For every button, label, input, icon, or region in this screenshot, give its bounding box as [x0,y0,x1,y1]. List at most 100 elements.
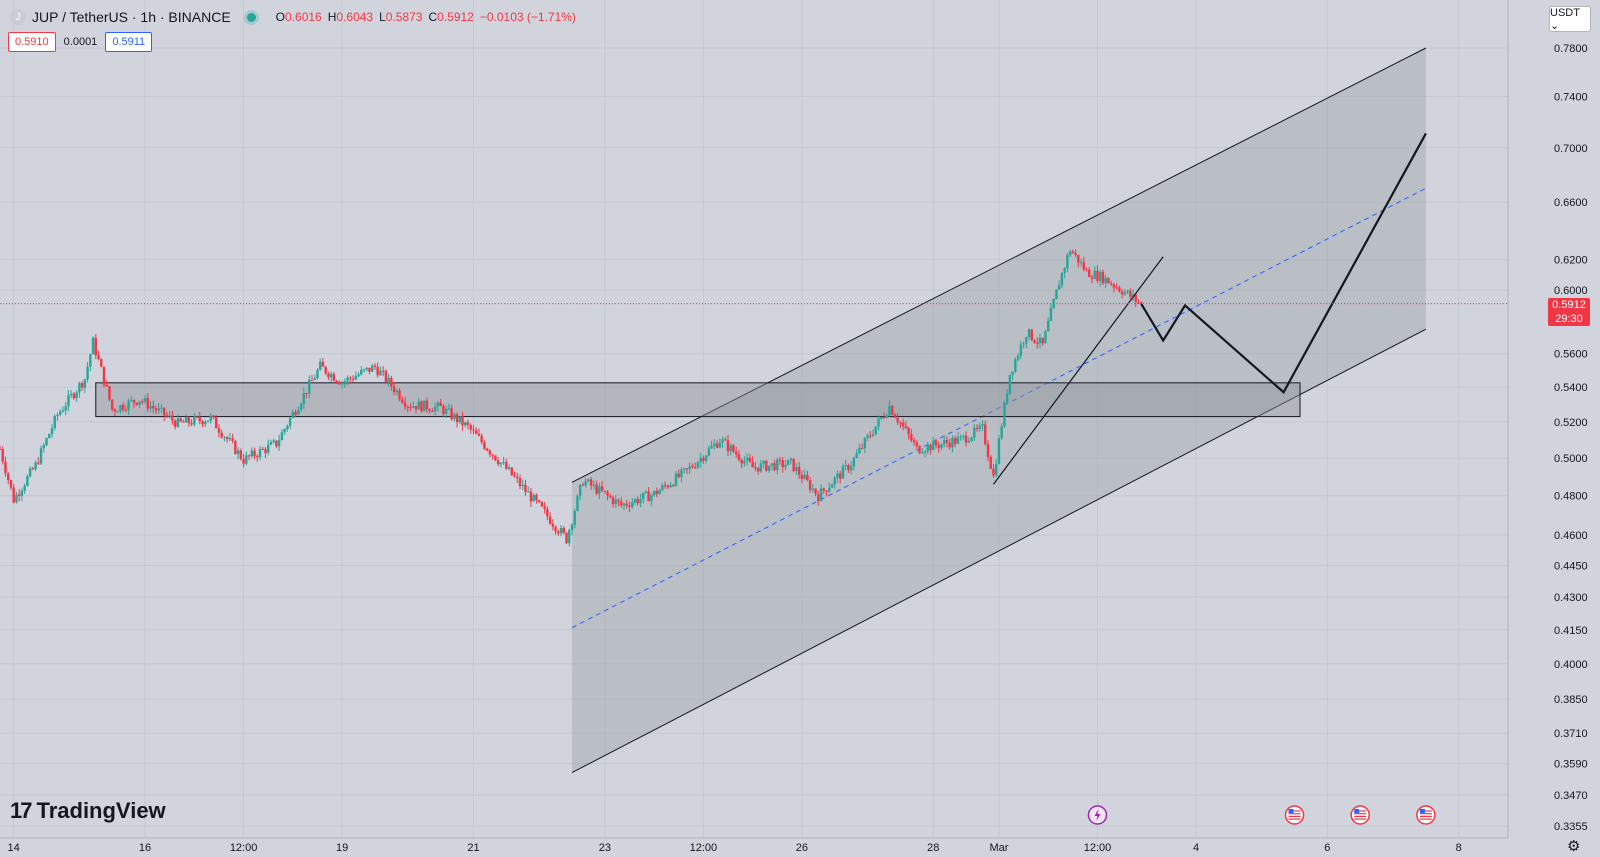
candle-body [507,467,511,469]
candle-body [948,442,951,448]
market-status-icon[interactable] [246,12,256,22]
candle-body [283,428,286,433]
candle [633,497,637,506]
candle [836,470,839,483]
candle-body [308,379,311,394]
candle-body [160,407,163,409]
sell-price-button[interactable]: 0.5910 [8,32,56,52]
candle-body [713,443,716,446]
us-flag-icon [1350,805,1370,825]
candle-body [436,402,440,407]
candle-body [357,374,360,377]
candle-body [319,361,322,370]
candle-body [849,466,853,471]
candle-body [48,434,51,439]
candle-body [450,408,453,420]
candle-body [874,426,877,435]
candle [319,358,322,371]
candle-body [329,374,333,378]
open-label: O [275,10,286,24]
candle [212,415,215,420]
candle-body [704,455,708,461]
candle-body [149,406,152,409]
candle [1025,336,1028,349]
candle-body [420,401,423,412]
candle [866,433,869,442]
candle [491,453,494,460]
currency-select[interactable]: USDT ⌄ [1549,6,1591,32]
candle-body [146,398,149,409]
buy-price-button[interactable]: 0.5911 [105,32,153,52]
tradingview-logo[interactable]: 17 TradingView [10,798,166,824]
candle [631,498,634,510]
candle [855,449,858,459]
candle [9,479,13,491]
candle [806,470,809,482]
candle [858,443,861,455]
candle [423,400,426,412]
candle-body [631,502,634,507]
candle [896,413,899,426]
candle-body [392,386,396,393]
candle [524,479,527,496]
candle [565,532,568,545]
candle [521,479,524,491]
candle-body [335,380,338,383]
candle [461,411,464,431]
candle [666,484,669,490]
candle-body [217,428,221,433]
candle-body [401,399,404,403]
candle-body [124,409,128,411]
current-price-value: 0.5912 [1552,299,1586,311]
candle [406,405,409,413]
candle-body [584,481,587,486]
candle-body [710,445,713,449]
candle [997,434,1001,465]
candle [329,371,333,383]
candle [351,375,355,383]
candle-body [592,484,596,486]
candle [516,472,519,483]
candle [111,399,114,412]
candle-body [940,443,943,448]
candle [781,456,784,473]
support-zone [95,382,1301,418]
candle [767,465,771,473]
settings-gear-icon[interactable]: ⚙ [1567,838,1581,855]
candle [893,412,897,419]
candle-body [130,399,133,401]
candle-body [844,464,847,467]
low-value: 0.5873 [385,10,423,24]
candle [362,368,366,373]
candle-body [527,491,530,493]
candle [1041,337,1044,346]
candle-body [494,455,497,461]
candle [800,470,804,484]
candle [943,434,946,448]
us-flag-icon [1284,805,1305,825]
candle [201,420,204,427]
candle-body [797,466,801,475]
candle [368,367,371,375]
candle-body [537,500,541,502]
candle-body [543,506,546,510]
candle-body [264,449,267,453]
candle-body [168,415,171,417]
candle [31,466,35,471]
candle [981,420,984,432]
candle-body [830,484,834,488]
candle [984,420,987,446]
candle [1066,252,1069,273]
candle [814,488,817,497]
candle-body [86,366,89,380]
candle [50,424,54,438]
symbol-title[interactable]: JUP / TetherUS · 1h · BINANCE [32,9,231,25]
candle [830,483,834,488]
candle-body [1129,290,1132,297]
candle [338,380,341,385]
candle-body [975,427,979,429]
candle [819,484,823,502]
candle [165,411,169,419]
candle-body [212,415,215,418]
